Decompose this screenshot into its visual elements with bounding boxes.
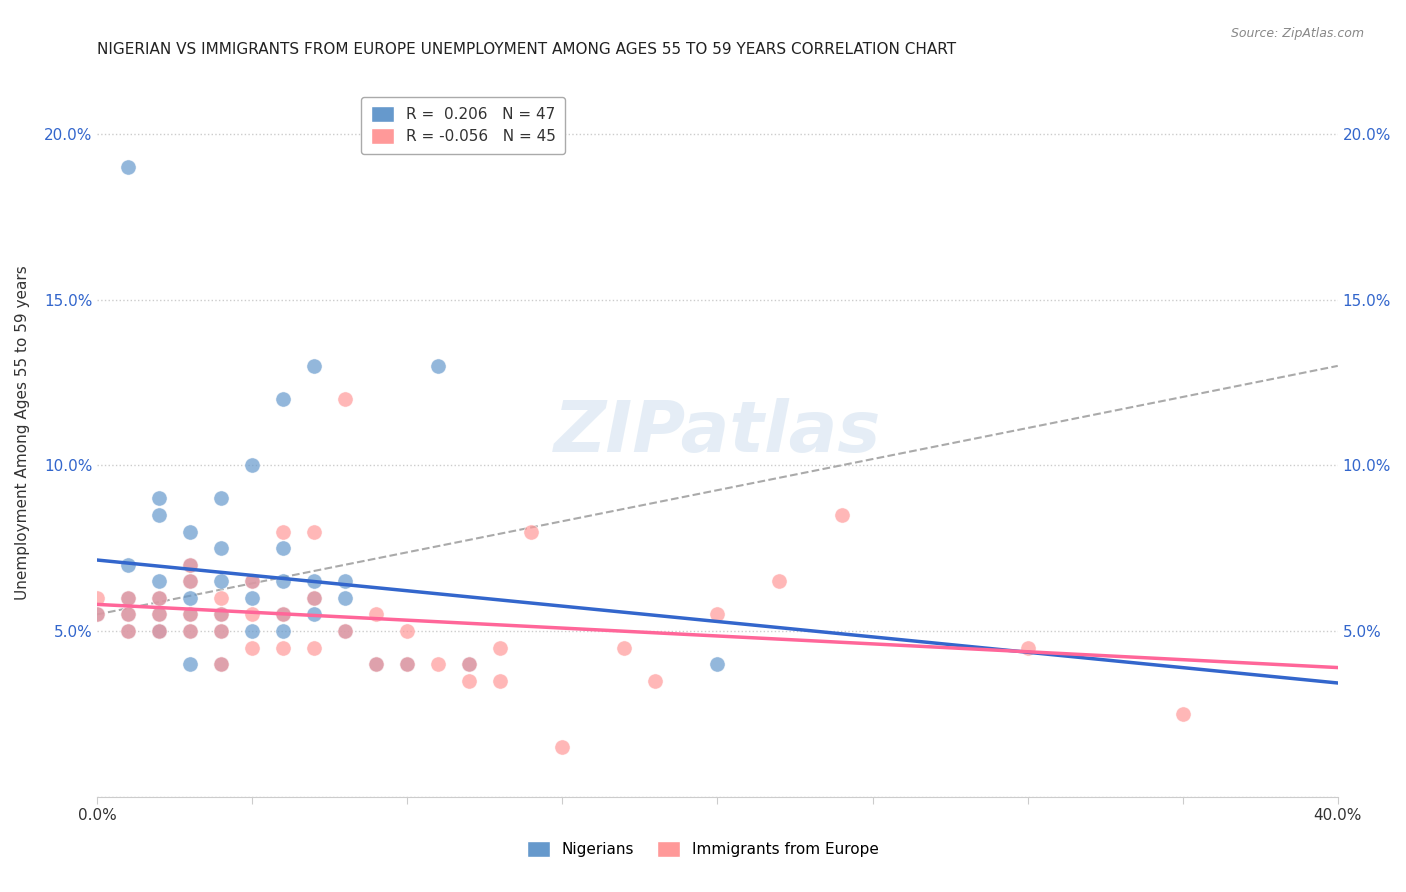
Point: [271, 640, 294, 655]
Point: [271, 607, 294, 622]
Point: [271, 624, 294, 638]
Point: [179, 574, 201, 589]
Point: [302, 359, 325, 373]
Point: [179, 657, 201, 672]
Point: [706, 657, 728, 672]
Point: [86, 591, 108, 605]
Point: [335, 392, 357, 406]
Point: [1171, 706, 1194, 721]
Point: [271, 541, 294, 556]
Point: [366, 657, 388, 672]
Point: [209, 491, 232, 506]
Point: [613, 640, 636, 655]
Point: [179, 624, 201, 638]
Point: [148, 624, 170, 638]
Point: [335, 624, 357, 638]
Point: [427, 359, 450, 373]
Point: [271, 607, 294, 622]
Point: [86, 607, 108, 622]
Point: [117, 624, 139, 638]
Point: [520, 524, 543, 539]
Point: [209, 657, 232, 672]
Point: [427, 657, 450, 672]
Point: [335, 574, 357, 589]
Point: [831, 508, 853, 522]
Point: [209, 607, 232, 622]
Point: [179, 558, 201, 572]
Point: [302, 640, 325, 655]
Point: [706, 607, 728, 622]
Point: [179, 524, 201, 539]
Point: [366, 607, 388, 622]
Point: [271, 524, 294, 539]
Text: Source: ZipAtlas.com: Source: ZipAtlas.com: [1230, 27, 1364, 40]
Point: [458, 657, 481, 672]
Point: [179, 607, 201, 622]
Point: [209, 541, 232, 556]
Point: [240, 624, 263, 638]
Point: [209, 624, 232, 638]
Point: [117, 591, 139, 605]
Point: [148, 574, 170, 589]
Point: [644, 673, 666, 688]
Point: [179, 574, 201, 589]
Point: [148, 624, 170, 638]
Legend: Nigerians, Immigrants from Europe: Nigerians, Immigrants from Europe: [517, 832, 889, 866]
Point: [148, 591, 170, 605]
Point: [148, 508, 170, 522]
Point: [148, 607, 170, 622]
Point: [148, 491, 170, 506]
Point: [240, 640, 263, 655]
Point: [117, 558, 139, 572]
Point: [209, 657, 232, 672]
Point: [302, 574, 325, 589]
Point: [209, 624, 232, 638]
Point: [179, 607, 201, 622]
Point: [768, 574, 790, 589]
Point: [148, 607, 170, 622]
Point: [240, 607, 263, 622]
Point: [117, 607, 139, 622]
Point: [302, 591, 325, 605]
Point: [335, 591, 357, 605]
Point: [458, 657, 481, 672]
Point: [117, 607, 139, 622]
Y-axis label: Unemployment Among Ages 55 to 59 years: Unemployment Among Ages 55 to 59 years: [15, 265, 30, 599]
Point: [396, 657, 419, 672]
Point: [148, 624, 170, 638]
Point: [302, 607, 325, 622]
Point: [117, 624, 139, 638]
Point: [117, 591, 139, 605]
Point: [302, 591, 325, 605]
Point: [240, 574, 263, 589]
Point: [209, 607, 232, 622]
Point: [86, 607, 108, 622]
Text: NIGERIAN VS IMMIGRANTS FROM EUROPE UNEMPLOYMENT AMONG AGES 55 TO 59 YEARS CORREL: NIGERIAN VS IMMIGRANTS FROM EUROPE UNEMP…: [97, 42, 956, 57]
Text: ZIPatlas: ZIPatlas: [554, 398, 882, 467]
Point: [240, 458, 263, 473]
Point: [240, 591, 263, 605]
Point: [1017, 640, 1039, 655]
Point: [209, 574, 232, 589]
Point: [179, 624, 201, 638]
Legend: R =  0.206   N = 47, R = -0.056   N = 45: R = 0.206 N = 47, R = -0.056 N = 45: [361, 97, 565, 153]
Point: [271, 392, 294, 406]
Point: [396, 624, 419, 638]
Point: [489, 673, 512, 688]
Point: [271, 574, 294, 589]
Point: [240, 574, 263, 589]
Point: [302, 524, 325, 539]
Point: [366, 657, 388, 672]
Point: [179, 591, 201, 605]
Point: [179, 558, 201, 572]
Point: [148, 591, 170, 605]
Point: [489, 640, 512, 655]
Point: [335, 624, 357, 638]
Point: [117, 160, 139, 174]
Point: [396, 657, 419, 672]
Point: [209, 591, 232, 605]
Point: [551, 739, 574, 754]
Point: [458, 673, 481, 688]
